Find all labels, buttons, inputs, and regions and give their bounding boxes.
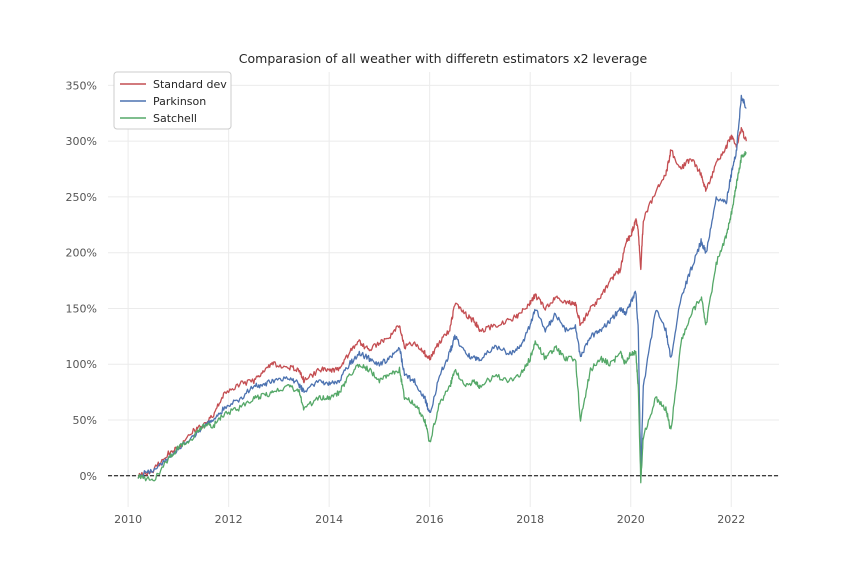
legend-label: Parkinson: [153, 95, 206, 108]
x-tick-label: 2016: [416, 513, 444, 526]
x-tick-label: 2012: [215, 513, 243, 526]
y-tick-label: 300%: [66, 135, 97, 148]
y-tick-label: 0%: [80, 470, 97, 483]
series-lines: [137, 94, 747, 484]
series-line: [137, 150, 747, 484]
grid: [108, 72, 779, 507]
y-axis-ticks: 0% 50% 100% 150% 200% 250% 300% 350%: [66, 79, 97, 482]
legend-label: Satchell: [153, 112, 197, 125]
legend-box: [113, 71, 232, 130]
x-tick-label: 2010: [114, 513, 142, 526]
x-axis-ticks: 2010 2012 2014 2016 2018 2020 2022: [114, 513, 745, 526]
y-tick-label: 350%: [66, 79, 97, 92]
y-tick-label: 250%: [66, 191, 97, 204]
x-tick-label: 2022: [717, 513, 745, 526]
y-tick-label: 50%: [73, 414, 97, 427]
y-tick-label: 150%: [66, 302, 97, 315]
series-line: [137, 127, 747, 479]
x-tick-label: 2014: [315, 513, 343, 526]
legend: Standard dev Parkinson Satchell: [113, 71, 232, 130]
legend-label: Standard dev: [153, 78, 227, 91]
series-line: [137, 94, 747, 479]
x-tick-label: 2018: [516, 513, 544, 526]
chart-title: Comparasion of all weather with differet…: [239, 51, 648, 66]
y-tick-label: 200%: [66, 247, 97, 260]
y-tick-label: 100%: [66, 358, 97, 371]
x-tick-label: 2020: [617, 513, 645, 526]
